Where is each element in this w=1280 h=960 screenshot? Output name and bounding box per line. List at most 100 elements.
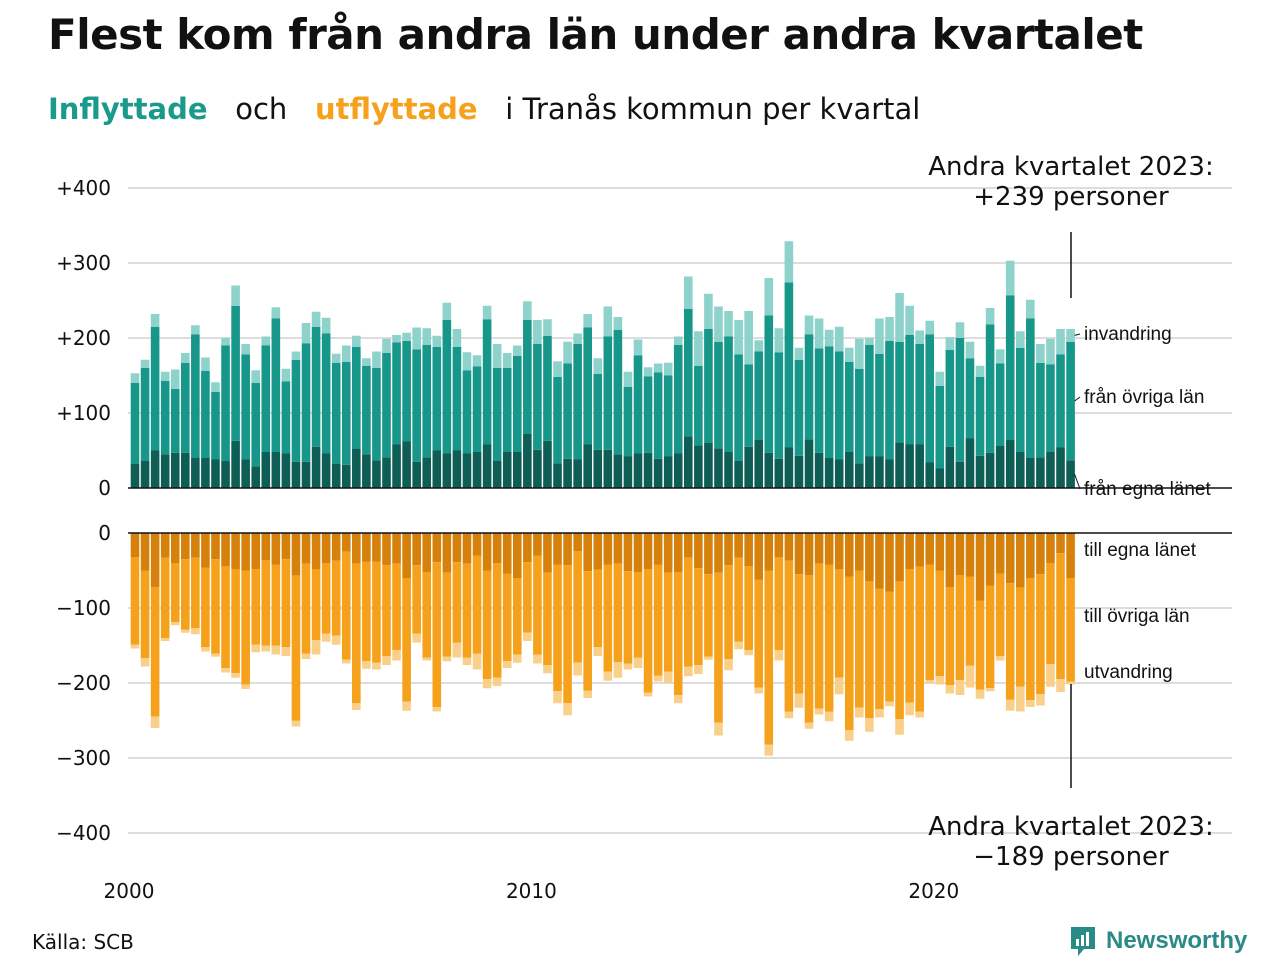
bar-in-abroad [935, 371, 945, 386]
bar-out-abroad [442, 656, 452, 662]
bar-out-abroad [784, 711, 794, 719]
bar-out-other [694, 568, 703, 665]
bar-in-own [341, 464, 351, 488]
bar-out-abroad [603, 671, 613, 681]
bar-in-abroad [714, 306, 723, 342]
bar-out-abroad [563, 703, 572, 716]
bar-in-own [643, 452, 653, 488]
bar-in-abroad [170, 369, 180, 389]
bar-in-abroad [925, 320, 935, 335]
bar-in-abroad [1046, 338, 1055, 365]
axes: +400 +300 +200 +100 0 0 −100 −200 −300 −400 2000 20… [56, 176, 1232, 903]
bar-in-abroad [704, 293, 713, 329]
bar-out-own [613, 533, 623, 564]
bar-out-abroad [653, 675, 663, 682]
bar-in-own [301, 461, 311, 488]
bar-out-other [523, 562, 532, 633]
label-in-own: från egna länet [1084, 479, 1211, 500]
bar-out-abroad [925, 680, 935, 683]
bar-out-own [563, 533, 572, 566]
bar-in-abroad [633, 339, 643, 356]
bar-in-other [291, 359, 301, 462]
bar-out-own [804, 533, 814, 575]
bar-in-own [140, 461, 150, 488]
bar-out-own [211, 533, 220, 560]
bar-out-other [311, 569, 321, 641]
bar-in-other [301, 343, 311, 462]
bar-in-other [452, 347, 462, 451]
bar-in-own [774, 458, 784, 488]
bar-in-other [603, 336, 613, 450]
bar-out-other [201, 567, 210, 647]
bar-out-abroad [251, 644, 261, 653]
bar-out-other [613, 563, 623, 662]
bar-in-abroad [774, 328, 784, 353]
x-tick-label: 2010 [506, 879, 557, 903]
bar-in-other [382, 353, 391, 458]
bar-in-other [1056, 354, 1065, 448]
bar-in-own [1066, 460, 1075, 488]
bar-out-own [734, 533, 743, 558]
bar-in-other [472, 366, 482, 452]
bar-in-own [392, 444, 401, 488]
bar-in-own [824, 458, 834, 488]
bar-out-other [442, 572, 452, 657]
bar-in-own [321, 453, 331, 488]
bar-out-own [875, 533, 884, 589]
bar-out-other [915, 566, 924, 712]
bar-out-abroad [673, 695, 683, 704]
bar-out-abroad [583, 690, 592, 698]
bar-out-own [321, 533, 331, 563]
y-tick-label-top: +400 [56, 176, 111, 200]
bar-in-other [1046, 364, 1055, 452]
bar-in-other [512, 356, 522, 452]
bar-out-other [643, 569, 653, 693]
x-tick-label: 2000 [104, 879, 155, 903]
bar-out-abroad [422, 657, 432, 661]
bar-out-own [512, 533, 522, 578]
bar-in-own [241, 459, 250, 488]
bar-out-other [191, 557, 200, 629]
brand-logo: Newsworthy [1068, 924, 1247, 958]
bar-out-own [261, 533, 271, 560]
bar-in-own [834, 459, 844, 488]
bar-out-other [211, 559, 220, 654]
bar-in-other [915, 344, 924, 445]
bar-in-other [935, 386, 945, 469]
bar-out-other [181, 559, 190, 630]
bar-out-own [623, 533, 633, 572]
bar-in-own [523, 434, 532, 488]
bar-out-own [844, 533, 854, 577]
bar-out-other [573, 551, 582, 663]
bar-out-own [975, 533, 985, 601]
bar-in-abroad [201, 357, 210, 371]
bar-in-other [694, 365, 703, 446]
bar-in-abroad [402, 332, 411, 341]
bar-out-other [321, 563, 331, 634]
bar-in-abroad [764, 278, 774, 316]
bar-out-abroad [985, 688, 995, 692]
bars [130, 241, 1075, 756]
bar-in-abroad [191, 325, 200, 335]
bar-out-other [543, 572, 552, 665]
bar-in-own [251, 466, 261, 488]
bar-in-own [512, 452, 522, 488]
bar-out-own [452, 533, 462, 563]
bar-in-other [372, 368, 381, 461]
bar-out-abroad [593, 647, 603, 656]
bar-in-own [935, 468, 945, 488]
bar-out-other [492, 563, 502, 678]
bar-out-other [965, 576, 975, 666]
bar-in-abroad [422, 328, 432, 345]
bar-in-other [663, 375, 673, 457]
bar-out-own [271, 533, 281, 565]
bar-in-other [593, 374, 603, 450]
bar-out-own [764, 533, 774, 571]
bar-in-own [382, 457, 391, 488]
bar-out-abroad [643, 692, 653, 697]
bar-in-own [271, 452, 281, 488]
bar-out-other [241, 570, 250, 685]
bar-in-own [784, 447, 794, 488]
bar-out-other [995, 573, 1005, 656]
bar-out-other [301, 563, 311, 654]
